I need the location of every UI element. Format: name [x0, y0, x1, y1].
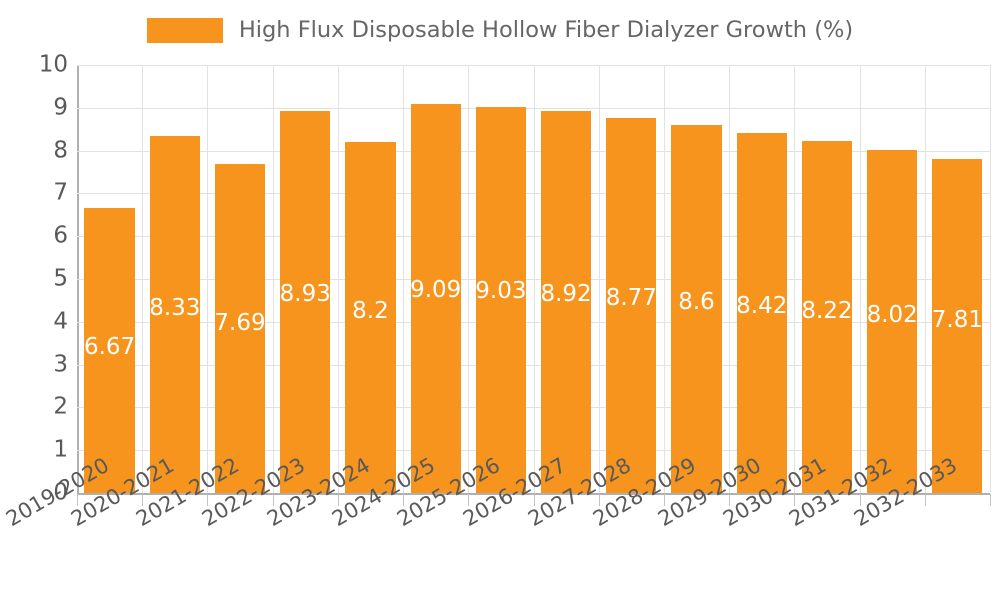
bar[interactable]	[410, 103, 461, 493]
x-axis-tick-mark	[337, 494, 339, 506]
x-axis-tick-mark	[794, 494, 796, 506]
bar[interactable]	[540, 111, 592, 493]
gridline-vertical	[142, 65, 144, 493]
y-axis-tick-label: 0	[53, 479, 68, 506]
legend-color-swatch	[146, 17, 223, 43]
chart-legend: High Flux Disposable Hollow Fiber Dialyz…	[0, 12, 1000, 48]
bar-value-label: 7.69	[214, 309, 266, 336]
y-axis-tick-label: 9	[53, 94, 68, 121]
y-axis-tick-label: 6	[53, 222, 68, 249]
bar-value-label: 8.2	[352, 297, 389, 324]
x-axis-tick-mark	[924, 494, 926, 506]
x-axis-tick-mark	[403, 494, 405, 506]
y-axis-tick-label: 1	[53, 436, 68, 463]
bar[interactable]	[867, 149, 918, 493]
gridline-vertical	[663, 65, 665, 493]
y-axis-tick-label: 7	[53, 179, 68, 206]
bar[interactable]	[214, 163, 266, 493]
gridline-vertical	[598, 65, 600, 493]
gridline-vertical	[272, 65, 274, 493]
bar-value-label: 8.77	[605, 284, 657, 311]
gridline-vertical	[403, 65, 405, 493]
bar-value-label: 8.22	[801, 297, 853, 324]
gridline-vertical	[859, 65, 861, 493]
y-axis-tick-label: 8	[53, 137, 68, 164]
x-axis-tick-mark	[207, 494, 209, 506]
y-axis-tick-label: 2	[53, 393, 68, 420]
gridline-vertical	[533, 65, 535, 493]
y-axis-tick-label: 3	[53, 351, 68, 378]
bar-value-label: 8.02	[866, 302, 918, 329]
x-axis-tick-mark	[77, 494, 78, 506]
x-axis-tick-mark	[663, 494, 665, 506]
gridline-vertical	[924, 65, 926, 493]
x-axis-tick-mark	[533, 494, 535, 506]
x-axis-tick-mark	[859, 494, 861, 506]
x-axis-tick-mark	[990, 494, 991, 506]
bar-value-label: 8.92	[540, 281, 592, 308]
y-axis-tick-labels: 0 1 2 3 4 5 6 7 8 9 10	[0, 53, 68, 504]
plot-area: 6.67 8.33 7.69 8.93 8.2 9.09 9.03 8.92 8.77 8.6 8.…	[77, 65, 991, 495]
gridline-vertical	[207, 65, 209, 493]
bar-value-label: 8.93	[279, 280, 331, 307]
x-axis-tick-mark	[468, 494, 470, 506]
bar-value-label: 8.6	[678, 288, 715, 315]
bar-value-label: 7.81	[931, 307, 983, 334]
x-axis-tick-mark	[142, 494, 144, 506]
y-axis-tick-label: 5	[53, 265, 68, 292]
gridline-vertical	[729, 65, 731, 493]
bar[interactable]	[932, 158, 983, 493]
gridline-vertical	[337, 65, 339, 493]
y-axis-tick-label: 10	[38, 51, 68, 78]
bar[interactable]	[671, 124, 722, 493]
x-axis-tick-mark	[272, 494, 274, 506]
gridline-vertical	[794, 65, 796, 493]
bar-value-label: 6.67	[83, 333, 136, 360]
bar[interactable]	[84, 207, 135, 493]
bar[interactable]	[736, 132, 787, 493]
bar-value-label: 8.33	[149, 294, 201, 321]
bar[interactable]	[149, 136, 200, 493]
x-axis-tick-mark	[598, 494, 600, 506]
bar[interactable]	[606, 117, 657, 493]
bar[interactable]	[280, 110, 331, 493]
gridline-horizontal	[77, 493, 990, 495]
gridline-vertical	[990, 65, 991, 493]
bar-value-label: 8.42	[736, 292, 788, 319]
bar[interactable]	[475, 106, 526, 493]
bar-value-label: 9.09	[410, 277, 462, 304]
bar[interactable]	[801, 141, 853, 493]
y-axis-tick-label: 4	[53, 308, 68, 335]
legend-series-label: High Flux Disposable Hollow Fiber Dialyz…	[238, 16, 854, 43]
bar-value-label: 9.03	[475, 278, 527, 305]
gridline-vertical	[468, 65, 470, 493]
x-axis-tick-mark	[729, 494, 731, 506]
bar[interactable]	[345, 142, 396, 493]
